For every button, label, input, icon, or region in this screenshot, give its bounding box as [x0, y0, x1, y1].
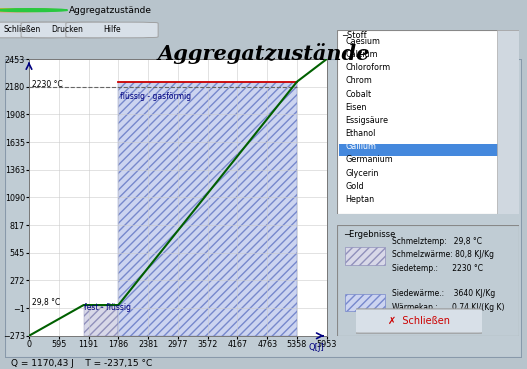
Circle shape — [0, 9, 46, 11]
Circle shape — [0, 9, 67, 11]
Polygon shape — [84, 305, 119, 336]
Text: Siedewärme.:    3640 KJ/Kg: Siedewärme.: 3640 KJ/Kg — [392, 289, 495, 298]
Text: Q = 1170,43 J    T = -237,15 °C: Q = 1170,43 J T = -237,15 °C — [11, 359, 152, 368]
Text: Hilfe: Hilfe — [103, 25, 121, 34]
Text: Germanium: Germanium — [345, 155, 393, 165]
Text: Caesium: Caesium — [345, 37, 380, 46]
Text: Chloroform: Chloroform — [345, 63, 391, 72]
Y-axis label: T[°C]: T[°C] — [0, 186, 2, 209]
Text: 2230 °C: 2230 °C — [33, 80, 63, 89]
Text: Gallium: Gallium — [345, 142, 376, 151]
Text: 29,8 °C: 29,8 °C — [33, 298, 61, 307]
Text: ✗  Schließen: ✗ Schließen — [388, 316, 450, 326]
Bar — [345, 294, 385, 311]
FancyBboxPatch shape — [5, 59, 522, 358]
Text: ─Stoff: ─Stoff — [343, 31, 367, 40]
FancyBboxPatch shape — [353, 309, 485, 333]
Text: Ethanol: Ethanol — [345, 129, 376, 138]
Text: Q[J]: Q[J] — [308, 342, 324, 352]
Text: Glycerin: Glycerin — [345, 169, 378, 177]
Text: flüssig - gasförmig: flüssig - gasförmig — [120, 92, 191, 101]
Polygon shape — [119, 82, 297, 336]
Bar — [339, 144, 499, 156]
Text: Drucken: Drucken — [51, 25, 83, 34]
Text: Siedetemp.:      2230 °C: Siedetemp.: 2230 °C — [392, 264, 483, 273]
FancyBboxPatch shape — [0, 22, 69, 38]
Text: Schmelztemp:   29,8 °C: Schmelztemp: 29,8 °C — [392, 237, 482, 246]
Text: Heptan: Heptan — [345, 195, 374, 204]
Bar — [345, 247, 385, 265]
Text: ─Ergebnisse: ─Ergebnisse — [345, 230, 396, 238]
Text: Cobalt: Cobalt — [345, 90, 372, 99]
FancyBboxPatch shape — [21, 22, 113, 38]
Text: Aggregatzustände: Aggregatzustände — [69, 6, 151, 15]
Text: Calcium: Calcium — [345, 50, 378, 59]
FancyBboxPatch shape — [66, 22, 158, 38]
Bar — [497, 30, 519, 214]
Text: Eisen: Eisen — [345, 103, 367, 112]
Text: Chrom: Chrom — [345, 76, 372, 85]
Text: Essigsäure: Essigsäure — [345, 116, 388, 125]
Text: Schmelzwärme: 80,8 KJ/Kg: Schmelzwärme: 80,8 KJ/Kg — [392, 251, 494, 259]
Text: Wärmekap.:      0,74 KJ/(Kg K): Wärmekap.: 0,74 KJ/(Kg K) — [392, 303, 504, 311]
Text: Schließen: Schließen — [4, 25, 41, 34]
Text: Gold: Gold — [345, 182, 364, 191]
Circle shape — [0, 9, 57, 11]
Text: Aggregatzustände: Aggregatzustände — [158, 43, 369, 64]
Text: fest - flüssig: fest - flüssig — [84, 303, 131, 312]
